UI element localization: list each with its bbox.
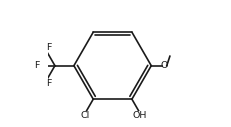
Text: F: F xyxy=(34,61,40,70)
Text: OH: OH xyxy=(133,111,147,120)
Text: F: F xyxy=(46,43,51,52)
Text: Cl: Cl xyxy=(81,111,90,120)
Text: F: F xyxy=(46,80,51,89)
Text: O: O xyxy=(161,61,168,70)
